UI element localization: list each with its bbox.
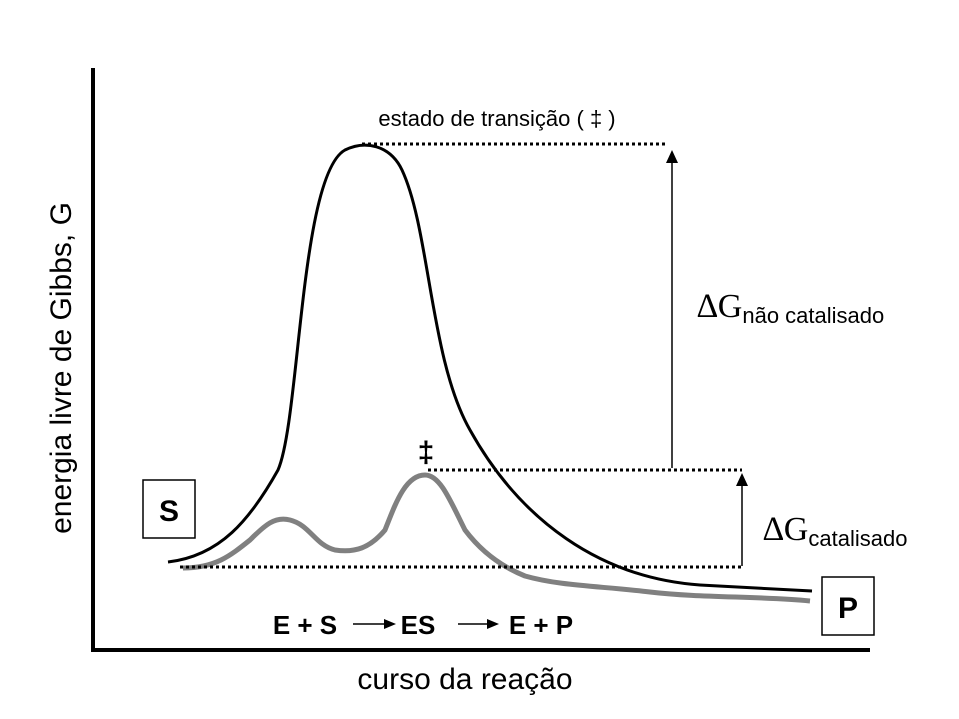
substrate-box: S bbox=[142, 479, 196, 539]
reaction-scheme-es-right: E + P bbox=[509, 610, 573, 640]
delta-g-uncatalyzed-arrowhead bbox=[666, 150, 678, 163]
reaction-arrowhead-1 bbox=[384, 619, 396, 629]
x-axis-label: curso da reação bbox=[357, 663, 572, 696]
transition-state-label: estado de transição ( ‡ ) bbox=[378, 106, 615, 131]
product-box: P bbox=[821, 576, 875, 636]
y-axis-label: energia livre de Gibbs, G bbox=[45, 202, 78, 534]
delta-g-catalyzed-label: ∆Gcatalisado bbox=[763, 511, 907, 551]
delta-g-catalyzed-subscript: catalisado bbox=[808, 526, 907, 551]
delta-g-catalyzed-symbol: ∆G bbox=[763, 511, 808, 548]
reaction-scheme-es-middle: ES bbox=[401, 610, 436, 640]
delta-g-uncatalyzed-subscript: não catalisado bbox=[742, 303, 884, 328]
delta-g-catalyzed-arrowhead bbox=[736, 473, 748, 486]
delta-g-uncatalyzed-label: ∆Gnão catalisado bbox=[697, 288, 884, 328]
delta-g-uncatalyzed-symbol: ∆G bbox=[697, 288, 742, 325]
reaction-scheme-es-left: E + S bbox=[273, 610, 337, 640]
uncatalyzed-curve bbox=[167, 143, 813, 593]
catalyzed-ts-symbol: ‡ bbox=[418, 436, 435, 469]
product-label: P bbox=[838, 592, 858, 625]
substrate-label: S bbox=[159, 495, 179, 528]
catalyzed-curve bbox=[182, 472, 811, 604]
reaction-arrowhead-2 bbox=[487, 619, 499, 629]
